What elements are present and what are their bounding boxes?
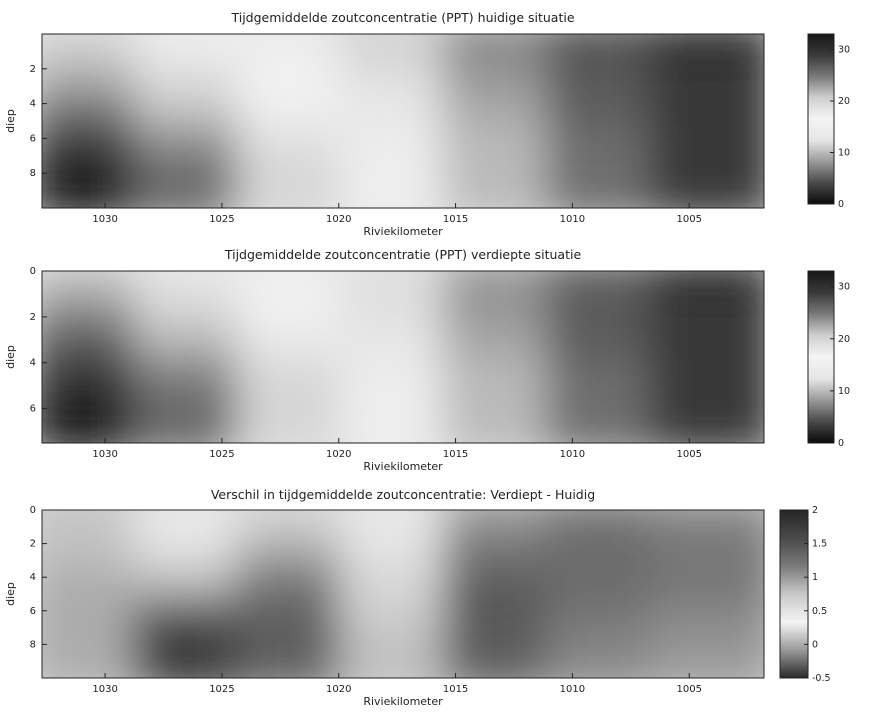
- x-tick-label: 1010: [560, 214, 585, 225]
- heatmap-cell: [648, 161, 764, 208]
- x-tick-label: 1030: [92, 684, 117, 695]
- x-tick-label: 1010: [560, 449, 585, 460]
- chart-title: Verschil in tijdgemiddelde zoutconcentra…: [211, 487, 595, 502]
- colorbar-tick-label: 10: [838, 147, 850, 158]
- x-tick-label: 1020: [326, 449, 351, 460]
- heatmap: [42, 34, 764, 208]
- y-tick-label: 2: [30, 64, 36, 75]
- x-tick-label: 1015: [443, 214, 468, 225]
- colorbar-tick-label: 2: [812, 505, 818, 516]
- colorbar-tick-label: 30: [838, 44, 850, 55]
- x-tick-label: 1020: [326, 684, 351, 695]
- x-tick-label: 1030: [92, 214, 117, 225]
- plot-frame: [41, 509, 765, 679]
- y-axis-label: diep: [4, 345, 17, 369]
- heatmap-cell: [648, 396, 764, 443]
- y-tick-label: 8: [30, 168, 36, 179]
- colorbar-tick-label: 30: [838, 282, 850, 293]
- y-tick-label: 0: [30, 266, 36, 277]
- y-tick-label: 2: [30, 312, 36, 323]
- x-tick-label: 1025: [209, 449, 234, 460]
- plot-frame: [41, 270, 765, 444]
- colorbar-gradient: [807, 33, 835, 205]
- colorbar-tick-label: 0: [838, 199, 844, 210]
- x-tick-label: 1005: [677, 684, 702, 695]
- y-tick-label: 6: [30, 404, 36, 415]
- y-tick-label: 4: [30, 572, 36, 583]
- chart-panel-2: Tijdgemiddelde zoutconcentratie (PPT) ve…: [4, 247, 850, 473]
- colorbar: 0 10 20 30: [807, 33, 850, 210]
- x-axis-label: Riviekilometer: [363, 460, 443, 473]
- chart-title: Tijdgemiddelde zoutconcentratie (PPT) hu…: [230, 10, 574, 25]
- x-axis-label: Riviekilometer: [363, 225, 443, 238]
- colorbar-gradient: [779, 509, 809, 679]
- colorbar-tick-label: 0.5: [812, 606, 827, 617]
- heatmap: [42, 510, 764, 678]
- chart-panel-1: Tijdgemiddelde zoutconcentratie (PPT) hu…: [4, 10, 850, 238]
- y-axis-label: diep: [4, 582, 17, 606]
- y-tick-label: 4: [30, 99, 36, 110]
- x-tick-label: 1005: [677, 214, 702, 225]
- colorbar-tick-label: -0.5: [812, 673, 831, 684]
- colorbar-tick-label: 10: [838, 386, 850, 397]
- y-tick-label: 2: [30, 539, 36, 550]
- y-tick-label: 6: [30, 133, 36, 144]
- x-tick-label: 1025: [209, 684, 234, 695]
- x-axis-label: Riviekilometer: [363, 695, 443, 708]
- colorbar-tick-label: 20: [838, 334, 850, 345]
- colorbar-gradient: [807, 270, 835, 444]
- colorbar: 0 10 20 30: [807, 270, 850, 449]
- x-tick-label: 1020: [326, 214, 351, 225]
- colorbar-tick-label: 20: [838, 96, 850, 107]
- y-tick-label: 4: [30, 358, 36, 369]
- colorbar-tick-label: 0: [838, 438, 844, 449]
- y-tick-label: 6: [30, 606, 36, 617]
- plot-frame: [41, 33, 765, 209]
- y-axis-label: diep: [4, 109, 17, 133]
- chart-title: Tijdgemiddelde zoutconcentratie (PPT) ve…: [224, 247, 582, 262]
- chart-panel-3: Verschil in tijdgemiddelde zoutconcentra…: [4, 487, 831, 708]
- x-tick-label: 1015: [443, 449, 468, 460]
- y-tick-label: 0: [30, 505, 36, 516]
- x-tick-label: 1015: [443, 684, 468, 695]
- y-tick-label: 8: [30, 639, 36, 650]
- colorbar-tick-label: 1.5: [812, 539, 827, 550]
- x-tick-label: 1030: [92, 449, 117, 460]
- colorbar: -0.5 0 0.5 1 1.5 2: [779, 505, 831, 684]
- x-tick-label: 1010: [560, 684, 585, 695]
- heatmap: [42, 271, 764, 443]
- x-tick-label: 1005: [677, 449, 702, 460]
- colorbar-tick-label: 0: [812, 639, 818, 650]
- colorbar-tick-label: 1: [812, 572, 818, 583]
- x-tick-label: 1025: [209, 214, 234, 225]
- heatmap-cell: [648, 632, 764, 678]
